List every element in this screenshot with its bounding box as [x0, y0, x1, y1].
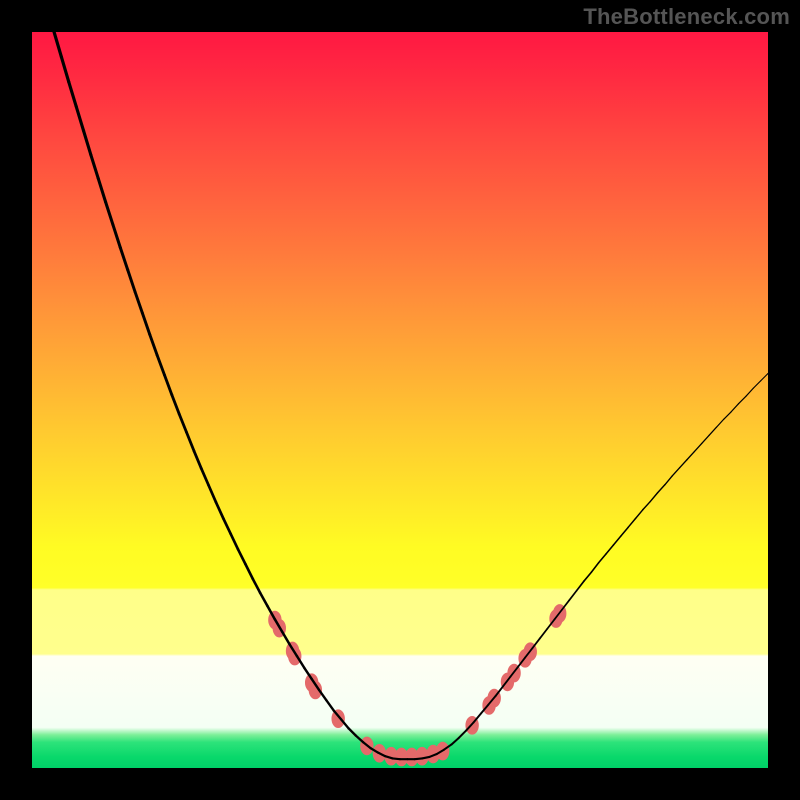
watermark-text: TheBottleneck.com — [583, 4, 790, 30]
plot-frame — [32, 32, 768, 768]
marker-point — [416, 747, 428, 765]
chart-canvas: TheBottleneck.com — [0, 0, 800, 800]
marker-point — [289, 647, 301, 665]
plot-background — [32, 32, 768, 768]
plot-svg — [32, 32, 768, 768]
